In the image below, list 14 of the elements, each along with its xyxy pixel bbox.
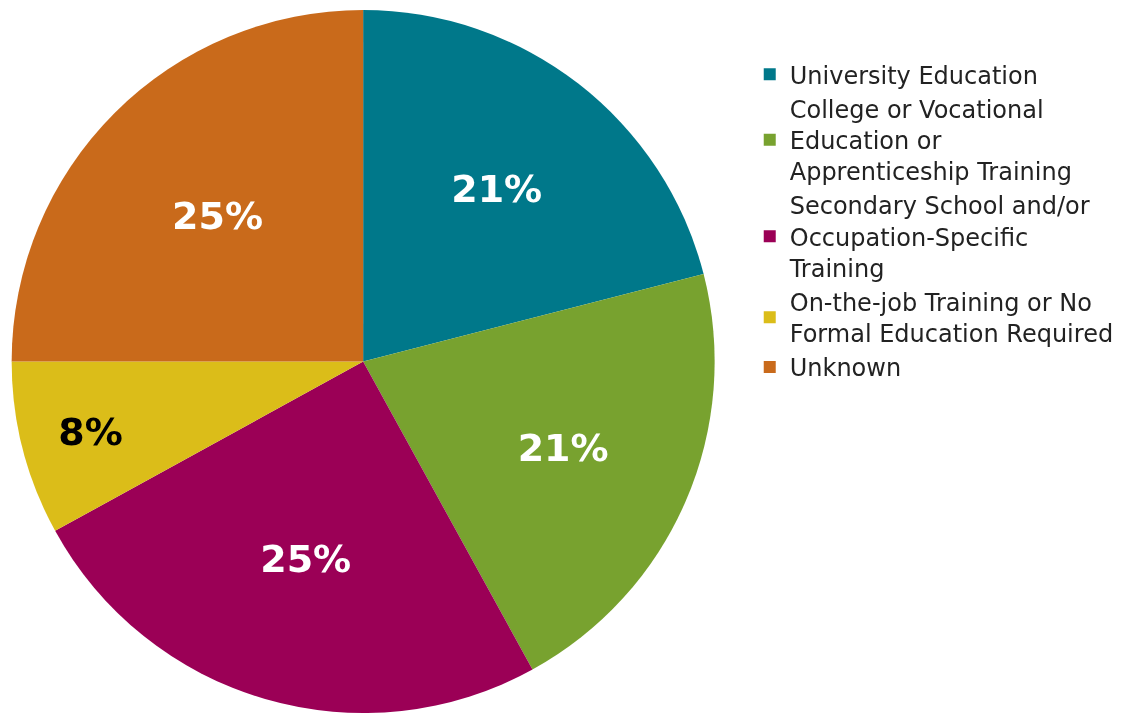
pie-slice <box>363 274 715 670</box>
pie-slice <box>363 10 704 362</box>
legend-label: Secondary School and/or Occupation-Specific Training <box>788 192 1090 283</box>
data-label: 8% <box>58 409 123 454</box>
data-label: 25% <box>172 193 264 238</box>
pie-slice <box>11 10 364 362</box>
data-label: 21% <box>451 167 543 212</box>
legend-label: College or Vocational Education or Apprenticeship Training <box>789 95 1072 187</box>
pie-slice <box>11 361 364 531</box>
legend-label: University Education <box>789 61 1038 90</box>
legend-label: Unknown <box>789 354 902 383</box>
legend-label: On-the-job Training or No Formal Education Required <box>789 289 1114 349</box>
data-label: 21% <box>517 426 609 471</box>
data-label: 25% <box>260 537 352 582</box>
